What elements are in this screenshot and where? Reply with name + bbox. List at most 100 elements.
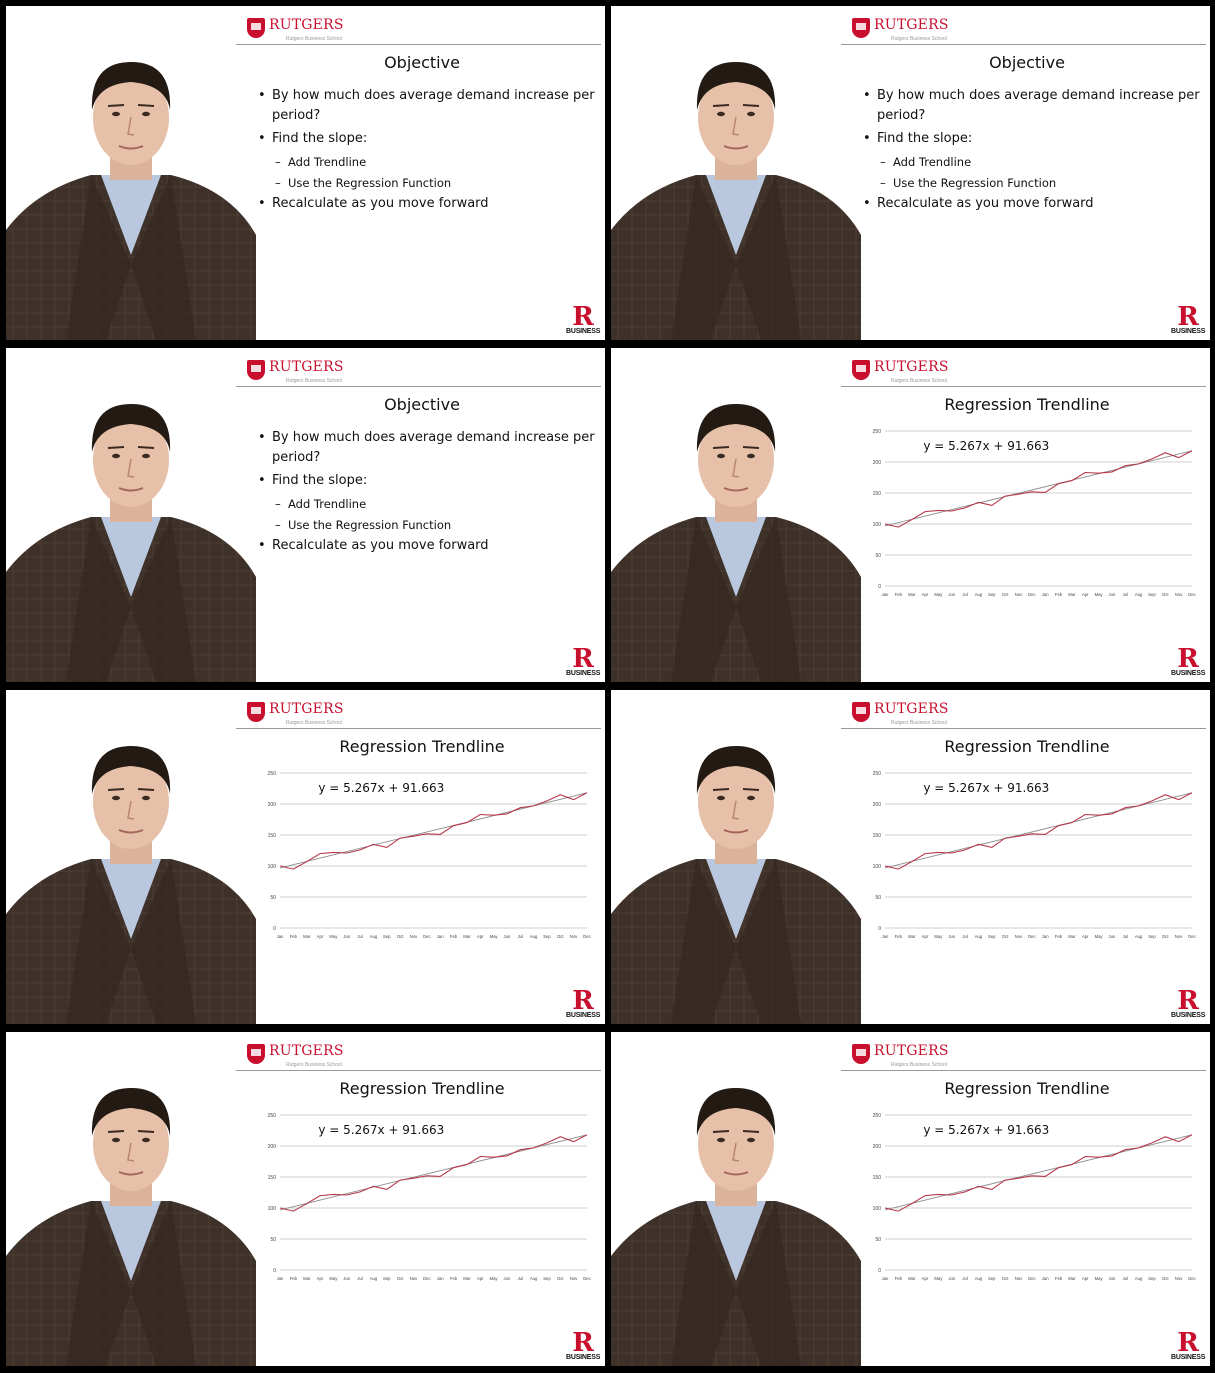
y-tick-label: 0 [878,584,881,590]
presenter-figure [611,746,861,1024]
x-tick-label: Sep [1148,592,1156,597]
x-tick-label: Jun [1109,934,1116,939]
x-tick-label: Feb [895,934,903,939]
x-tick-label: Oct [1162,1276,1169,1281]
x-tick-label: Jun [948,934,955,939]
x-tick-label: Dec [1188,1276,1195,1281]
y-tick-label: 100 [873,522,882,528]
x-tick-label: Mar [1068,592,1076,597]
x-tick-label: Sep [1148,934,1156,939]
bullet-item: By how much does average demand increase… [258,428,598,468]
bullet-list: By how much does average demand increase… [863,86,1203,217]
badge-letter: R [572,302,594,332]
bullet-item: Recalculate as you move forward [863,194,1203,214]
x-tick-label: Jun [504,934,511,939]
x-tick-label: May [934,934,943,939]
sub-bullet-item: Add Trendline [863,152,1203,172]
x-tick-label: Aug [1135,1276,1143,1281]
x-tick-label: Dec [423,1276,430,1281]
x-tick-label: Nov [570,1276,578,1281]
x-tick-label: Jul [962,1276,967,1281]
rutgers-logo: RUTGERS Rutgers Business School [240,699,360,731]
logo-wordmark: RUTGERS [269,701,344,717]
header-divider [236,1070,601,1071]
y-tick-label: 150 [873,1175,882,1181]
badge-letter: R [1177,644,1199,674]
x-tick-label: Feb [450,1276,458,1281]
bullet-item: Recalculate as you move forward [258,536,598,556]
x-tick-label: Dec [423,934,430,939]
x-tick-label: Nov [410,934,418,939]
rutgers-logo: RUTGERS Rutgers Business School [240,1041,360,1073]
sub-bullet-item: Add Trendline [258,152,598,172]
x-tick-label: Feb [895,592,903,597]
x-tick-label: Apr [317,1276,324,1281]
x-tick-label: Oct [1162,934,1169,939]
x-tick-label: Mar [908,934,916,939]
sub-bullet-item: Use the Regression Function [258,515,598,535]
slide-title: Regression Trendline [944,395,1110,414]
y-tick-label: 200 [268,1144,277,1150]
y-tick-label: 150 [873,491,882,497]
x-tick-label: Jan [437,1276,444,1281]
slide-title: Objective [384,395,460,414]
x-tick-label: Jun [1109,1276,1116,1281]
bullet-item: Find the slope: [863,129,1203,149]
x-tick-label: Jul [518,1276,523,1281]
x-tick-label: Feb [1055,1276,1063,1281]
x-tick-label: Apr [1082,934,1089,939]
logo-subtitle: Rutgers Business School [891,720,947,726]
logo-wordmark: RUTGERS [269,1043,344,1059]
business-badge: R BUSINESS [1171,304,1205,337]
x-tick-label: Dec [1028,1276,1035,1281]
logo-wordmark: RUTGERS [874,359,949,375]
x-tick-label: May [490,934,499,939]
x-tick-label: Oct [1002,934,1009,939]
logo-wordmark: RUTGERS [874,1043,949,1059]
x-tick-label: Dec [1188,934,1195,939]
x-tick-label: Jul [357,1276,362,1281]
x-tick-label: Jun [343,934,350,939]
shield-icon [852,1044,870,1064]
sub-bullet-item: Add Trendline [258,494,598,514]
x-tick-label: Sep [1148,1276,1156,1281]
header-divider [236,386,601,387]
logo-subtitle: Rutgers Business School [286,720,342,726]
shield-icon [852,702,870,722]
business-badge: R BUSINESS [566,1330,600,1363]
x-tick-label: Sep [988,592,996,597]
x-tick-label: Jan [882,934,889,939]
x-tick-label: Nov [1175,592,1183,597]
y-tick-label: 150 [873,833,882,839]
business-badge: R BUSINESS [1171,644,1205,679]
y-tick-label: 50 [875,553,881,559]
business-badge: R BUSINESS [566,646,600,679]
demand-series-line [884,450,1193,528]
x-tick-label: Nov [1015,934,1023,939]
y-tick-label: 200 [873,1144,882,1150]
logo-subtitle: Rutgers Business School [891,1062,947,1068]
badge-text: BUSINESS [1171,1354,1206,1361]
logo-subtitle: Rutgers Business School [286,36,342,42]
badge-letter: R [572,986,594,1016]
logo-wordmark: RUTGERS [269,359,344,375]
x-tick-label: Aug [975,934,983,939]
rutgers-logo: RUTGERS Rutgers Business School [240,357,360,389]
x-tick-label: Nov [1015,1276,1023,1281]
badge-text: BUSINESS [1171,1012,1206,1019]
trendline-chart: 0 50 100 150 200 250 Jan Feb Mar Apr May Jun Jul Aug S… [873,429,1196,597]
y-tick-label: 100 [873,1206,882,1212]
logo-subtitle: Rutgers Business School [891,378,947,384]
x-tick-label: Jan [277,1276,284,1281]
x-tick-label: Sep [383,934,391,939]
x-tick-label: Aug [370,934,378,939]
x-tick-label: Oct [557,1276,564,1281]
x-tick-label: Feb [450,934,458,939]
bullet-item: By how much does average demand increase… [863,86,1203,126]
shield-icon [852,18,870,38]
x-tick-label: Jan [1042,1276,1049,1281]
demand-series-line [884,1134,1193,1212]
y-tick-label: 50 [875,1237,881,1243]
shield-icon [247,1044,265,1064]
x-tick-label: May [1095,934,1104,939]
